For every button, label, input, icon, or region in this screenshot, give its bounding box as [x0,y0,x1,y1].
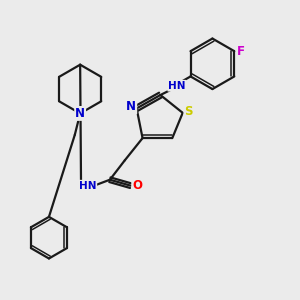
Text: N: N [75,107,85,120]
Text: S: S [184,105,193,118]
Text: N: N [126,100,136,113]
Text: F: F [237,45,245,58]
Text: HN: HN [168,81,186,91]
Text: HN: HN [79,181,96,191]
Text: O: O [132,179,142,192]
